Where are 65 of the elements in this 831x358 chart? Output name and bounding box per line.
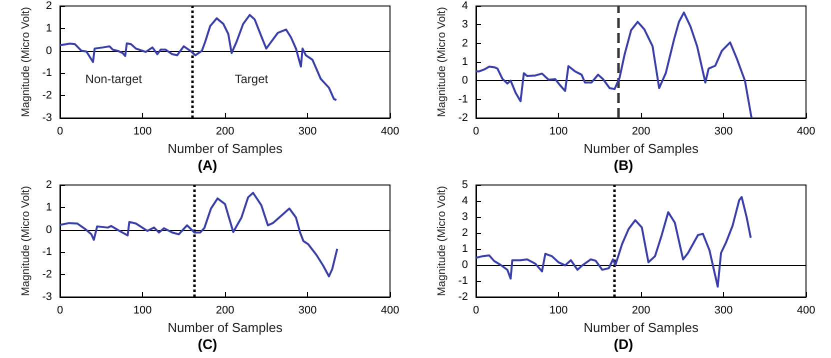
x-tick-label: 400 [796, 304, 816, 316]
y-tick-label: 2 [46, 0, 52, 12]
x-tick-label: 100 [549, 126, 568, 138]
y-tick-label: -2 [42, 268, 52, 281]
y-tick-label: -2 [42, 90, 52, 102]
y-tick-label: 4 [462, 195, 468, 207]
text: (C) [198, 336, 218, 352]
y-tick-label: 2 [462, 37, 468, 50]
annotation: Target [234, 72, 269, 86]
x-tick-label: 300 [714, 126, 733, 138]
x-tick-label: 0 [56, 126, 64, 138]
y-axis-title: Magnitude (Micro Volt) [436, 186, 448, 296]
line-series [59, 192, 338, 278]
x-axis-title: Number of Samples [168, 320, 283, 335]
x-tick-label: 200 [632, 126, 650, 138]
y-tick-label: 1 [462, 243, 468, 255]
x-tick-label: 200 [216, 304, 234, 316]
text: (A) [198, 157, 218, 173]
y-tick-label: -1 [458, 275, 468, 287]
y-axis-title: Magnitude (Micro Volt) [436, 6, 448, 118]
y-tick-label: -2 [458, 291, 468, 303]
x-tick-label: 200 [632, 304, 650, 316]
y-tick-label: 1 [46, 201, 52, 214]
x-tick-label: 300 [298, 304, 317, 316]
line-series [59, 14, 338, 102]
y-tick-label: 0 [462, 74, 468, 87]
y-tick-label: 2 [462, 227, 468, 239]
text: (D) [614, 336, 634, 352]
y-tick-label: -1 [458, 93, 468, 106]
y-tick-label: 2 [46, 179, 52, 191]
x-axis-title: Number of Samples [168, 140, 283, 156]
y-tick-label: 5 [462, 179, 468, 191]
y-tick-label: -1 [42, 67, 52, 80]
line-series [475, 12, 753, 119]
line-series [475, 196, 752, 288]
y-tick-label: 4 [462, 0, 468, 12]
y-tick-label: 1 [46, 22, 52, 34]
x-tick-label: 300 [298, 126, 317, 138]
y-tick-label: 1 [462, 56, 468, 68]
y-tick-label: -2 [458, 112, 468, 124]
y-tick-label: 3 [462, 18, 468, 31]
y-tick-label: -3 [42, 291, 52, 303]
y-axis-title: Magnitude (Micro Volt) [20, 186, 32, 296]
x-tick-label: 0 [56, 304, 64, 316]
y-tick-label: 0 [46, 224, 52, 236]
x-tick-label: 300 [714, 304, 733, 316]
y-tick-label: 0 [46, 44, 52, 57]
x-tick-label: 100 [549, 304, 568, 316]
y-tick-label: -3 [42, 112, 52, 124]
x-tick-label: 100 [133, 126, 152, 138]
x-tick-label: 0 [472, 304, 480, 316]
y-tick-label: 3 [462, 211, 468, 223]
x-axis-title: Number of Samples [584, 140, 699, 156]
x-tick-label: 400 [796, 126, 816, 138]
x-tick-label: 100 [133, 304, 152, 316]
x-tick-label: 400 [380, 304, 400, 316]
x-tick-label: 200 [216, 126, 234, 138]
x-axis-title: Number of Samples [584, 320, 699, 335]
x-tick-label: 0 [472, 126, 480, 138]
y-tick-label: 0 [462, 259, 468, 271]
annotation: Non-target [85, 72, 143, 86]
text: (B) [614, 157, 634, 173]
x-tick-label: 400 [380, 126, 400, 138]
y-axis-title: Magnitude (Micro Volt) [20, 6, 32, 118]
y-tick-label: -1 [42, 246, 52, 258]
